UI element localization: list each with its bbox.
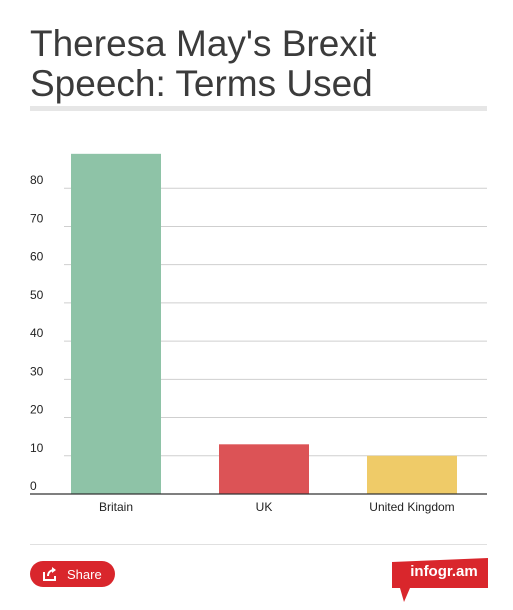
axes: 0 10 20 30 40 50 60 70 80 Britain UK United Kingdom: [30, 173, 487, 514]
y-tick-label: 80: [30, 173, 44, 187]
y-tick-label: 20: [30, 403, 44, 417]
y-tick-label: 0: [30, 479, 37, 493]
y-tick-label: 50: [30, 288, 44, 302]
y-tick-label: 40: [30, 326, 44, 340]
bar-united-kingdom[interactable]: [367, 455, 457, 494]
x-category-label: UK: [256, 500, 273, 514]
bar-uk[interactable]: [219, 444, 309, 494]
infogram-logo[interactable]: [392, 558, 488, 602]
share-label: Share: [67, 566, 102, 582]
share-icon: [42, 566, 58, 582]
brand-text[interactable]: infogr.am: [410, 563, 478, 580]
y-tick-label: 70: [30, 211, 44, 225]
bar-britain[interactable]: [71, 153, 161, 495]
x-category-label: United Kingdom: [369, 500, 454, 514]
title-divider: [30, 106, 487, 111]
bars: [71, 153, 457, 495]
y-tick-label: 30: [30, 364, 44, 378]
bar-chart: 0 10 20 30 40 50 60 70 80 Britain UK United Kingdom: [30, 153, 487, 514]
share-button[interactable]: Share: [30, 561, 115, 587]
y-tick-label: 10: [30, 441, 44, 455]
chart-title: Theresa May's Brexit Speech: Terms Used: [30, 23, 377, 104]
y-tick-label: 60: [30, 250, 44, 264]
x-category-label: Britain: [99, 500, 133, 514]
footer-divider: [30, 544, 487, 545]
